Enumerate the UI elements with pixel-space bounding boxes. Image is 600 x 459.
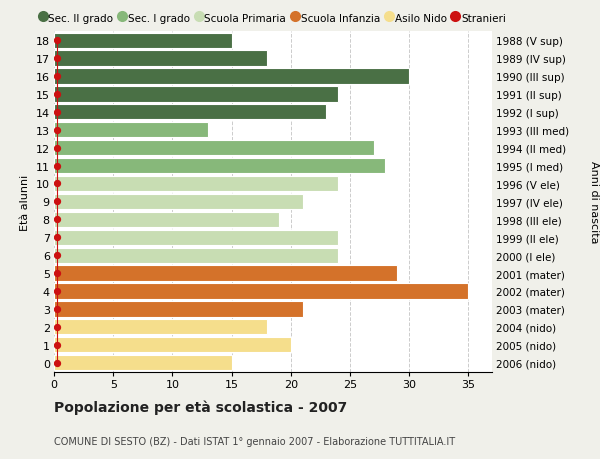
Point [52, 55, 62, 62]
Bar [54, 248, 338, 263]
Point [52, 109, 62, 116]
Bar [54, 230, 338, 245]
Bar [54, 123, 208, 138]
Point [52, 288, 62, 295]
Text: COMUNE DI SESTO (BZ) - Dati ISTAT 1° gennaio 2007 - Elaborazione TUTTITALIA.IT: COMUNE DI SESTO (BZ) - Dati ISTAT 1° gen… [54, 436, 455, 446]
Bar [54, 105, 326, 120]
Point [52, 37, 62, 45]
Point [52, 306, 62, 313]
Legend: Sec. II grado, Sec. I grado, Scuola Primaria, Scuola Infanzia, Asilo Nido, Stran: Sec. II grado, Sec. I grado, Scuola Prim… [40, 13, 506, 23]
Point [52, 341, 62, 349]
Bar [54, 69, 409, 84]
Bar [54, 212, 279, 227]
Bar [54, 141, 374, 156]
Point [52, 359, 62, 367]
Point [52, 252, 62, 259]
Y-axis label: Età alunni: Età alunni [20, 174, 30, 230]
Point [52, 270, 62, 277]
Point [52, 145, 62, 152]
Bar [54, 302, 302, 317]
Point [52, 216, 62, 224]
Point [52, 324, 62, 331]
Bar [54, 176, 338, 192]
Bar [54, 34, 232, 49]
Bar [54, 194, 302, 210]
Point [52, 234, 62, 241]
Bar [54, 337, 291, 353]
Bar [54, 159, 385, 174]
Point [52, 127, 62, 134]
Y-axis label: Anni di nascita: Anni di nascita [589, 161, 599, 243]
Point [52, 162, 62, 170]
Bar [54, 51, 267, 67]
Text: Popolazione per età scolastica - 2007: Popolazione per età scolastica - 2007 [54, 399, 347, 414]
Point [52, 73, 62, 80]
Bar [54, 319, 267, 335]
Point [52, 91, 62, 98]
Bar [54, 87, 338, 102]
Point [52, 198, 62, 206]
Bar [54, 284, 469, 299]
Point [52, 180, 62, 188]
Bar [54, 355, 232, 370]
Bar [54, 266, 397, 281]
